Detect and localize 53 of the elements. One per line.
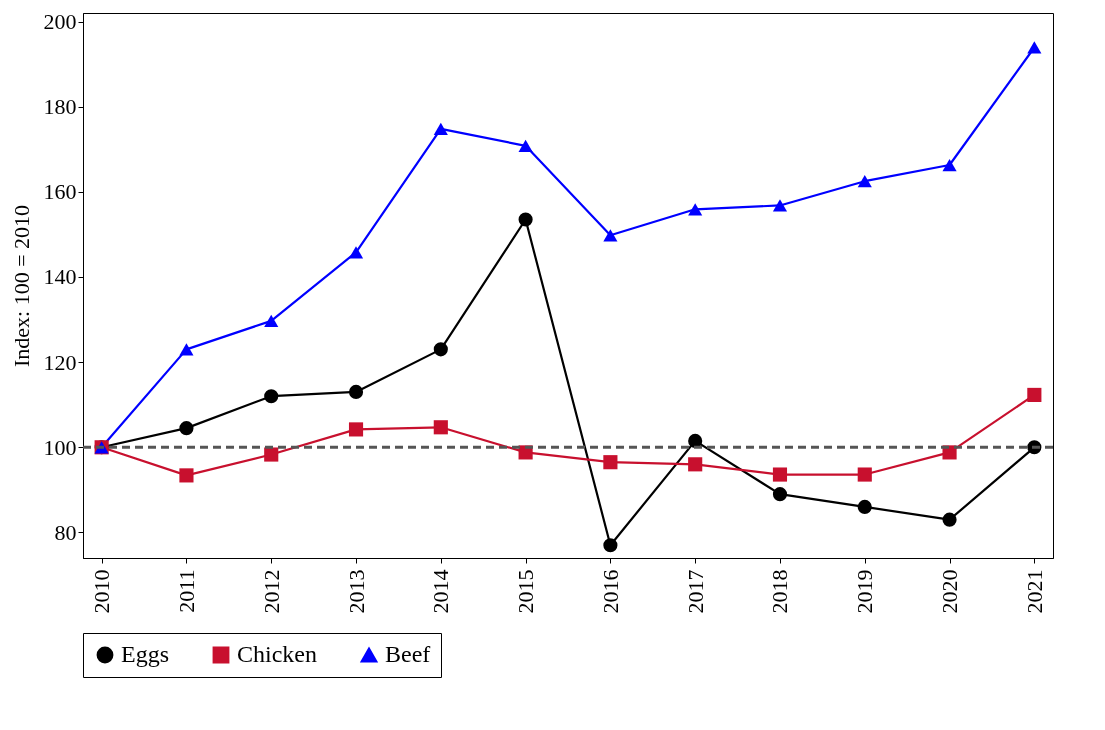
y-tick-label: 120 xyxy=(43,349,77,375)
y-tick-label: 180 xyxy=(43,94,77,120)
point xyxy=(518,212,533,227)
point xyxy=(264,389,279,404)
point xyxy=(179,421,194,436)
legend-label: Chicken xyxy=(237,641,317,667)
x-tick-label: 2020 xyxy=(937,569,963,614)
y-tick-label: 80 xyxy=(54,519,77,545)
y-tick-label: 160 xyxy=(43,179,77,205)
point xyxy=(1027,387,1042,402)
point xyxy=(857,175,872,188)
point xyxy=(603,455,618,470)
point xyxy=(772,199,788,212)
x-tick-label: 2010 xyxy=(89,569,115,614)
point xyxy=(942,512,957,527)
legend-label: Beef xyxy=(385,641,431,667)
point xyxy=(348,246,364,259)
point xyxy=(688,457,703,472)
point xyxy=(179,468,194,483)
point xyxy=(348,422,364,437)
x-tick-label: 2013 xyxy=(343,569,369,614)
x-tick-label: 2011 xyxy=(173,569,199,613)
y-tick-label: 200 xyxy=(43,9,77,35)
point xyxy=(857,467,872,482)
point xyxy=(518,139,533,152)
y-axis-title: Index: 100 = 2010 xyxy=(8,204,34,368)
x-tick-label: 2015 xyxy=(513,569,539,614)
point xyxy=(179,343,194,356)
x-tick-label: 2021 xyxy=(1021,569,1047,614)
legend-label: Eggs xyxy=(121,641,169,667)
point xyxy=(603,538,618,553)
y-tick-label: 100 xyxy=(43,434,77,460)
x-tick-label: 2012 xyxy=(258,569,284,614)
point xyxy=(433,420,448,435)
point xyxy=(1027,41,1042,54)
x-tick-label: 2014 xyxy=(428,569,454,614)
point xyxy=(264,447,279,462)
point xyxy=(348,384,364,399)
x-tick-label: 2018 xyxy=(767,569,793,614)
point xyxy=(433,342,448,357)
point xyxy=(433,122,448,135)
x-tick-label: 2017 xyxy=(682,569,708,614)
point xyxy=(688,203,703,216)
point xyxy=(772,487,788,502)
point xyxy=(603,229,618,242)
point xyxy=(942,158,957,172)
x-tick-label: 2019 xyxy=(852,569,878,614)
point xyxy=(772,467,788,482)
y-tick-label: 140 xyxy=(43,264,77,290)
point xyxy=(264,314,279,327)
x-tick-label: 2016 xyxy=(597,569,623,614)
point xyxy=(857,499,872,514)
point xyxy=(688,433,703,448)
